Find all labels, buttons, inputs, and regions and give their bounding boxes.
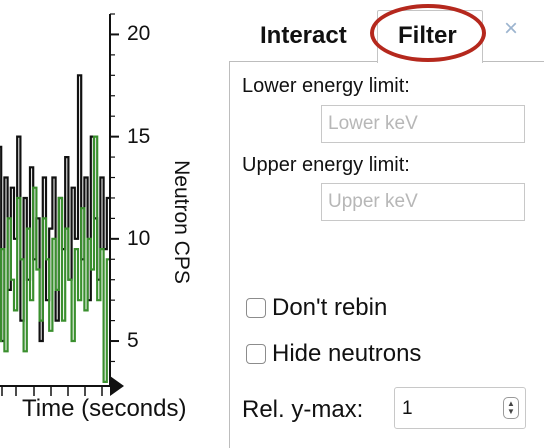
close-icon[interactable]: × (504, 15, 519, 42)
series-line-2 (0, 135, 110, 383)
panel-left-border (229, 62, 230, 448)
lower-energy-label: Lower energy limit: (242, 75, 410, 97)
upper-energy-input[interactable] (321, 183, 525, 221)
tab-filter-frame (377, 10, 483, 63)
spinner-up-icon[interactable]: ▲ (507, 399, 515, 408)
y-tick-label-20: 20 (127, 22, 151, 46)
dont-rebin-row[interactable]: Don't rebin (246, 294, 387, 322)
dont-rebin-checkbox[interactable] (246, 298, 266, 318)
tab-filter[interactable]: Filter (398, 22, 457, 49)
y-tick-label-5: 5 (127, 329, 139, 353)
hide-neutrons-label: Hide neutrons (272, 340, 422, 367)
y-tick-label-15: 15 (127, 124, 151, 148)
upper-energy-label: Upper energy limit: (242, 154, 410, 176)
y-axis-title: Neutron CPS (170, 160, 193, 284)
rel-ymax-spinner[interactable]: ▲ ▼ (503, 397, 519, 419)
rel-ymax-value: 1 (402, 398, 413, 419)
spinner-down-icon[interactable]: ▼ (507, 407, 515, 416)
neutron-cps-chart[interactable] (0, 0, 229, 448)
tab-interact[interactable]: Interact (260, 22, 347, 49)
hide-neutrons-checkbox[interactable] (246, 344, 266, 364)
rel-ymax-label: Rel. y-max: (242, 396, 364, 423)
y-tick-label-10: 10 (127, 226, 151, 250)
hide-neutrons-row[interactable]: Hide neutrons (246, 340, 421, 368)
rel-ymax-input[interactable]: 1 ▲ ▼ (394, 387, 526, 429)
lower-energy-input[interactable] (321, 105, 525, 143)
x-axis-arrow-icon (110, 376, 124, 396)
dont-rebin-label: Don't rebin (272, 294, 388, 321)
series-line-1 (0, 74, 110, 343)
side-panel: Interact Filter × Lower energy limit: Up… (229, 0, 544, 448)
x-axis-title: Time (seconds) (22, 395, 187, 422)
